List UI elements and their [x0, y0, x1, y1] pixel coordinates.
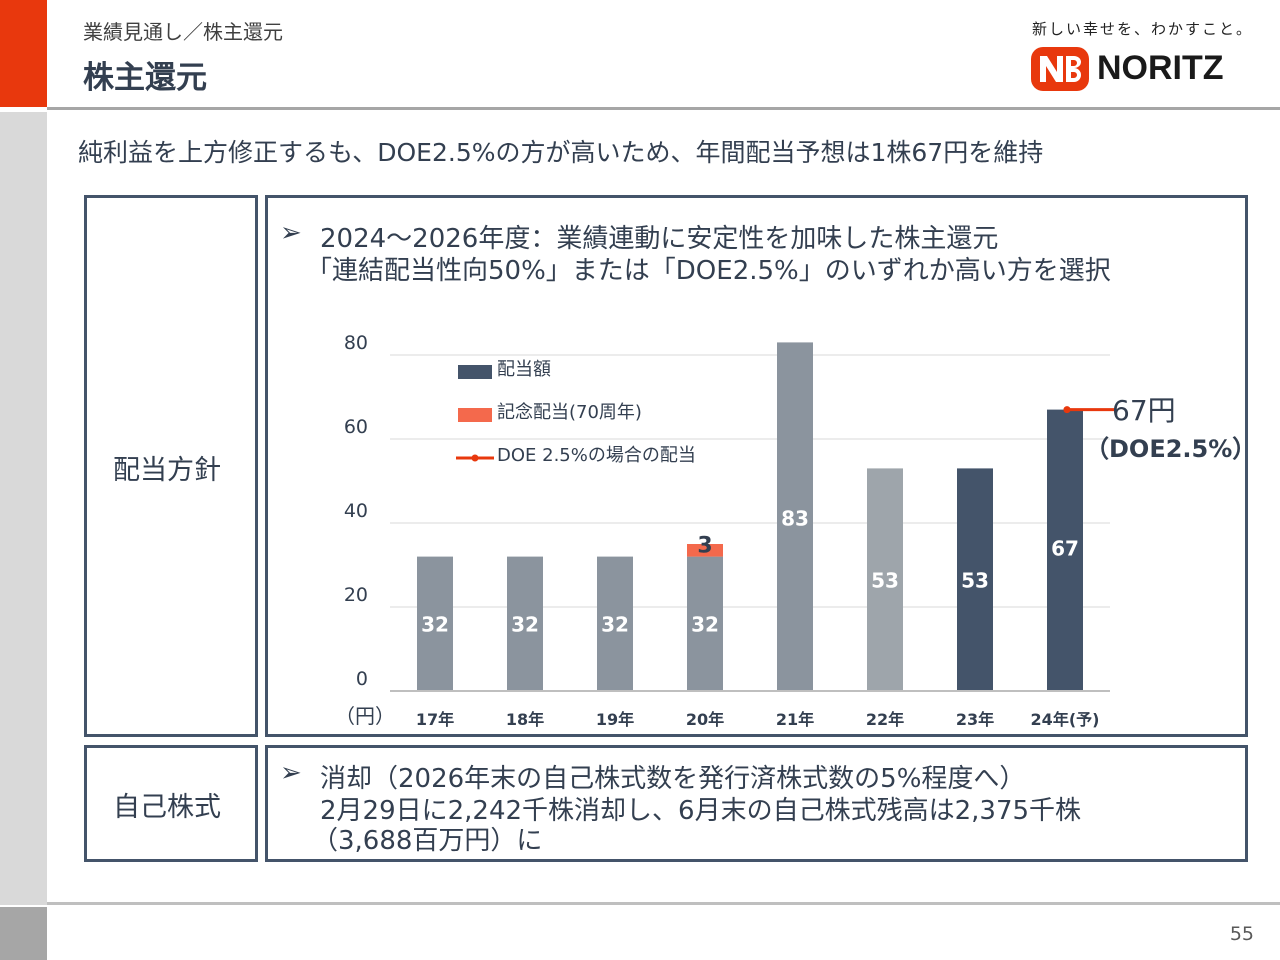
- legend-label-dividend: 配当額: [497, 359, 551, 380]
- brand-tagline: 新しい幸せを、わかすこと。: [1032, 20, 1254, 38]
- legend-marker-doe: [471, 454, 479, 462]
- treasury-line-2: 2月29日に2,242千株消却し、6月末の自己株式残高は2,375千株: [320, 796, 1082, 826]
- y-tick-20: 20: [344, 584, 368, 606]
- legend-label-commemorative: 記念配当(70周年): [497, 401, 642, 423]
- y-tick-0: 0: [356, 668, 368, 690]
- doe-annotation-note: （DOE2.5%）: [1085, 435, 1250, 463]
- data-label-6: 53: [961, 568, 989, 592]
- x-tick-3: 20年: [686, 710, 724, 729]
- data-label-7: 67: [1051, 537, 1079, 561]
- x-tick-0: 17年: [416, 710, 454, 729]
- section-subtitle: 業績見通し／株主還元: [83, 20, 283, 44]
- bar-commemorative-3: [687, 544, 723, 557]
- bar-4: [777, 342, 813, 691]
- chart-legend: 配当額 記念配当(70周年) DOE 2.5%の場合の配当: [456, 359, 696, 466]
- x-axis-labels: 17年 18年 19年 20年 21年 22年 23年 24年(予): [416, 710, 1100, 729]
- data-label-4: 83: [781, 506, 809, 530]
- policy-label: 配当方針: [113, 455, 221, 486]
- data-label-0: 32: [421, 613, 449, 637]
- policy-label-box: [84, 195, 258, 737]
- policy-bullet: ➢: [280, 218, 302, 248]
- bar-3: [687, 556, 723, 691]
- policy-line-2: 「連結配当性向50%」または「DOE2.5%」のいずれか高い方を選択: [306, 256, 1111, 286]
- policy-line-1: 2024～2026年度：業績連動に安定性を加味した株主還元: [320, 224, 999, 254]
- dividend-chart: 0 20 40 60 80 32 32 32 3 32 83 53 53 67 17年 18年 19年 20年…: [335, 332, 1250, 729]
- bar-2: [597, 556, 633, 691]
- header-divider: [47, 107, 1280, 110]
- page-number: 55: [1229, 923, 1254, 945]
- y-tick-80: 80: [344, 332, 368, 354]
- treasury-label: 自己株式: [113, 792, 221, 823]
- legend-swatch-commemorative: [458, 408, 492, 422]
- x-tick-7: 24年(予): [1031, 710, 1100, 729]
- treasury-bullet: ➢: [280, 758, 302, 788]
- bar-0: [417, 556, 453, 691]
- x-tick-5: 22年: [866, 710, 904, 729]
- bar-5: [867, 468, 903, 691]
- y-axis-ticks: 0 20 40 60 80: [344, 332, 368, 690]
- bar-7: [1047, 409, 1083, 691]
- headline: 純利益を上方修正するも、DOE2.5%の方が高いため、年間配当予想は1株67円を…: [78, 138, 1044, 167]
- side-strip: [0, 112, 47, 905]
- bar-6: [957, 468, 993, 691]
- doe-annotation-value: 67円: [1112, 394, 1176, 427]
- noritz-logo-icon: [1031, 47, 1089, 91]
- y-axis-unit: （円）: [335, 704, 395, 728]
- x-tick-6: 23年: [956, 710, 994, 729]
- footer-divider: [47, 902, 1280, 905]
- chart-bars: 32 32 32 3 32 83 53 53 67: [417, 342, 1083, 691]
- x-tick-4: 21年: [776, 710, 814, 729]
- treasury-content-box: [265, 745, 1248, 862]
- data-label-1: 32: [511, 613, 539, 637]
- treasury-line-3: （3,688百万円）に: [312, 826, 543, 856]
- data-label-2: 32: [601, 613, 629, 637]
- data-label-5: 53: [871, 568, 899, 592]
- commemorative-data-label: 3: [697, 534, 712, 559]
- doe-point: [1063, 406, 1071, 414]
- treasury-label-box: [84, 745, 258, 862]
- x-tick-1: 18年: [506, 710, 544, 729]
- chart-grid: [390, 354, 1110, 608]
- y-tick-60: 60: [344, 416, 368, 438]
- bar-1: [507, 556, 543, 691]
- x-tick-2: 19年: [596, 710, 634, 729]
- y-tick-40: 40: [344, 500, 368, 522]
- doe-marker-group: [1063, 406, 1115, 414]
- header-accent-bar: [0, 0, 47, 107]
- treasury-line-1: 消却（2026年末の自己株式数を発行済株式数の5%程度へ）: [320, 764, 1026, 794]
- side-footer-block: [0, 907, 47, 960]
- brand-logo-text: NORITZ: [1097, 49, 1224, 87]
- legend-swatch-dividend: [458, 365, 492, 379]
- data-label-3: 32: [691, 613, 719, 637]
- legend-label-doe: DOE 2.5%の場合の配当: [497, 445, 696, 466]
- page-title: 株主還元: [83, 60, 207, 96]
